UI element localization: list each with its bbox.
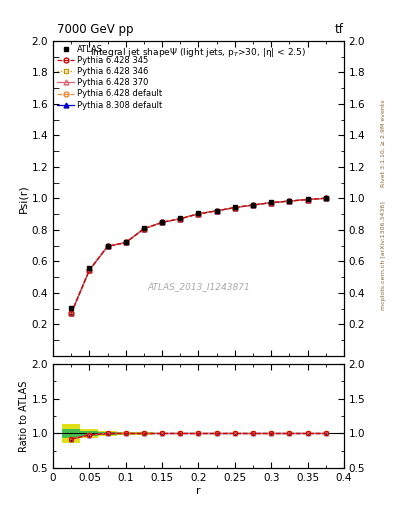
Bar	[153, 433, 171, 435]
Bar	[117, 432, 135, 435]
Text: Integral jet shapeΨ (light jets, p$_T$>30, |η| < 2.5): Integral jet shapeΨ (light jets, p$_T$>3…	[90, 46, 307, 59]
Bar	[189, 433, 208, 434]
Bar	[135, 432, 153, 435]
Text: 7000 GeV pp: 7000 GeV pp	[57, 24, 134, 36]
Bar	[208, 433, 226, 434]
Bar	[153, 433, 171, 434]
Text: ATLAS_2013_I1243871: ATLAS_2013_I1243871	[147, 282, 250, 291]
Bar	[298, 433, 317, 434]
Bar	[244, 433, 262, 434]
Bar	[244, 433, 262, 434]
Bar	[208, 433, 226, 434]
Bar	[189, 433, 208, 434]
Bar	[262, 433, 280, 434]
Bar	[226, 433, 244, 434]
Bar	[62, 424, 80, 442]
Y-axis label: Ratio to ATLAS: Ratio to ATLAS	[19, 380, 29, 452]
Bar	[226, 433, 244, 434]
Bar	[80, 429, 99, 438]
Bar	[117, 433, 135, 434]
Bar	[280, 433, 298, 434]
Bar	[135, 433, 153, 434]
Text: tf: tf	[335, 24, 344, 36]
Bar	[99, 433, 117, 435]
Text: Rivet 3.1.10, ≥ 2.9M events: Rivet 3.1.10, ≥ 2.9M events	[381, 99, 386, 187]
X-axis label: r: r	[196, 486, 201, 496]
Bar	[99, 432, 117, 436]
Bar	[62, 429, 80, 438]
Bar	[80, 431, 99, 436]
Y-axis label: Psi(r): Psi(r)	[19, 184, 29, 213]
Bar	[171, 433, 189, 434]
Text: mcplots.cern.ch [arXiv:1306.3436]: mcplots.cern.ch [arXiv:1306.3436]	[381, 202, 386, 310]
Legend: ATLAS, Pythia 6.428 345, Pythia 6.428 346, Pythia 6.428 370, Pythia 6.428 defaul: ATLAS, Pythia 6.428 345, Pythia 6.428 34…	[55, 44, 164, 111]
Bar	[171, 433, 189, 434]
